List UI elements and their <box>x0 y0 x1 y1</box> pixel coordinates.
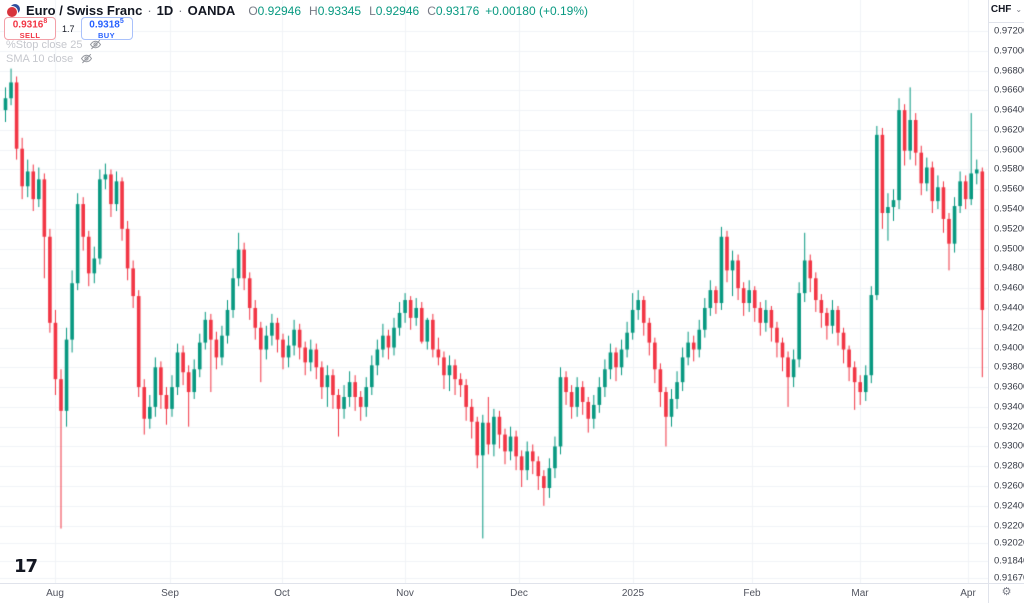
sell-button[interactable]: 0.93168 SELL <box>4 17 56 40</box>
separator-dot: · <box>147 3 152 18</box>
indicator-label[interactable]: SMA 10 close <box>6 52 74 65</box>
separator-dot: · <box>178 3 183 18</box>
time-tick-label: 2025 <box>621 588 645 599</box>
sell-button-label: SELL <box>19 30 41 40</box>
tradingview-logo[interactable]: 17 <box>14 556 38 577</box>
time-tick-label: Apr <box>960 588 976 599</box>
price-axis-border[interactable] <box>988 0 989 603</box>
close-label: C <box>427 3 436 18</box>
change-value: +0.00180 (+0.19%) <box>485 3 588 18</box>
symbol-header: Euro / Swiss Franc · 1D · OANDA O0.92946… <box>6 3 588 18</box>
spread-value: 1.7 <box>62 23 75 34</box>
high-value: 0.93345 <box>317 3 362 18</box>
open-value: 0.92946 <box>257 3 302 18</box>
exchange-label: OANDA <box>187 3 236 18</box>
time-axis[interactable]: Aug Sep Oct Nov Dec 2025 Feb Mar Apr <box>0 584 988 603</box>
low-label: L <box>369 3 376 18</box>
currency-selector[interactable]: CHF ⌄ <box>989 4 1024 15</box>
buy-button-label: BUY <box>97 30 116 40</box>
legend-row-sma-indicator: SMA 10 close <box>6 52 93 65</box>
currency-label: CHF <box>990 4 1012 15</box>
time-tick-label: Sep <box>161 588 179 599</box>
time-tick-label: Dec <box>510 588 528 599</box>
currency-header-divider <box>989 22 1024 23</box>
time-tick-label: Oct <box>274 588 290 599</box>
eurchf-pair-icon <box>6 3 20 18</box>
legend-row-stop-indicator: %Stop close 25 <box>6 38 102 51</box>
time-tick-label: Nov <box>396 588 414 599</box>
eye-hidden-icon[interactable] <box>89 38 102 51</box>
timeframe-label[interactable]: 1D <box>156 3 174 18</box>
low-value: 0.92946 <box>375 3 420 18</box>
symbol-title[interactable]: Euro / Swiss Franc <box>26 3 143 18</box>
candlestick-chart[interactable] <box>0 0 988 583</box>
time-tick-label: Aug <box>46 588 64 599</box>
gear-icon[interactable]: ⚙ <box>1001 586 1012 598</box>
close-value: 0.93176 <box>435 3 480 18</box>
price-tick-label: 0.91670 <box>994 572 1024 584</box>
trade-panel: 0.93168 SELL 1.7 0.93185 BUY <box>4 17 133 40</box>
high-label: H <box>309 3 318 18</box>
time-axis-border <box>0 583 1024 584</box>
time-tick-label: Mar <box>851 588 869 599</box>
time-tick-label: Feb <box>743 588 761 599</box>
eye-hidden-icon[interactable] <box>80 52 93 65</box>
buy-button[interactable]: 0.93185 BUY <box>80 17 133 40</box>
ohlc-readout: O0.92946 H0.93345 L0.92946 C0.93176 <box>248 4 479 18</box>
chf-flag-icon <box>6 5 18 18</box>
chevron-down-icon: ⌄ <box>1015 5 1023 14</box>
open-label: O <box>248 3 258 18</box>
indicator-label[interactable]: %Stop close 25 <box>6 38 83 51</box>
